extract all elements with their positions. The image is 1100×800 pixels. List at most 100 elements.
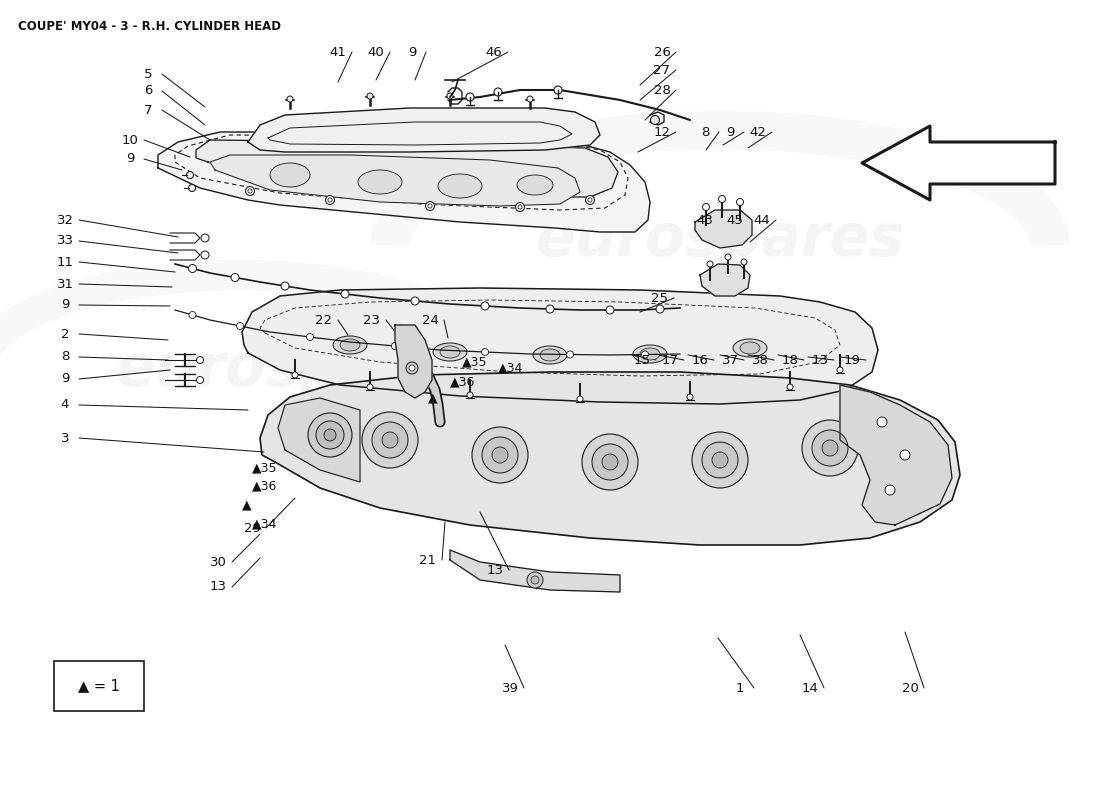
Text: 1: 1 [736,682,745,694]
Text: COUPE' MY04 - 3 - R.H. CYLINDER HEAD: COUPE' MY04 - 3 - R.H. CYLINDER HEAD [18,20,280,33]
Circle shape [554,86,562,94]
Text: 26: 26 [653,46,670,58]
Ellipse shape [438,174,482,198]
Circle shape [707,261,713,267]
Polygon shape [196,140,618,197]
Circle shape [326,195,334,205]
Text: 17: 17 [661,354,679,366]
Text: ▲35: ▲35 [462,355,487,369]
Circle shape [812,430,848,466]
Text: 20: 20 [902,682,918,694]
Circle shape [372,422,408,458]
Circle shape [837,367,843,373]
Text: 10: 10 [122,134,139,146]
Circle shape [650,115,660,125]
Circle shape [703,203,710,210]
Polygon shape [700,264,750,296]
Text: 31: 31 [56,278,74,290]
Text: 18: 18 [782,354,799,366]
Circle shape [692,432,748,488]
Circle shape [197,357,204,363]
Circle shape [409,365,415,371]
Text: 40: 40 [367,46,384,58]
Text: ▲34: ▲34 [252,518,277,530]
Text: 6: 6 [144,85,152,98]
Polygon shape [158,132,650,232]
Circle shape [712,452,728,468]
Circle shape [737,198,744,206]
Text: 7: 7 [144,103,152,117]
Circle shape [482,437,518,473]
Circle shape [527,572,543,588]
Circle shape [527,96,534,102]
Circle shape [688,394,693,400]
Circle shape [786,384,793,390]
Ellipse shape [632,345,667,363]
Ellipse shape [540,349,560,361]
Circle shape [900,450,910,460]
Circle shape [426,202,434,210]
Circle shape [466,93,474,101]
Text: 21: 21 [419,554,437,566]
Circle shape [602,454,618,470]
Circle shape [231,274,239,282]
Circle shape [641,351,649,358]
Circle shape [382,432,398,448]
Circle shape [492,447,508,463]
Circle shape [248,189,252,193]
Text: 8: 8 [60,350,69,363]
Circle shape [741,259,747,265]
Text: 24: 24 [421,314,439,326]
Text: 23: 23 [363,314,381,326]
Text: eurospares: eurospares [536,211,904,269]
Text: 9: 9 [60,298,69,311]
Text: ▲36: ▲36 [450,375,475,389]
Circle shape [328,198,332,202]
Circle shape [362,412,418,468]
Text: 19: 19 [844,354,860,366]
Text: ▲34: ▲34 [498,362,524,374]
Text: 38: 38 [751,354,769,366]
Circle shape [481,302,490,310]
Text: 14: 14 [802,682,818,694]
Circle shape [606,306,614,314]
Text: ▲: ▲ [242,498,252,511]
Circle shape [582,434,638,490]
Text: 9: 9 [125,153,134,166]
Text: 25: 25 [651,291,669,305]
Text: ▲35: ▲35 [252,462,277,474]
Text: 11: 11 [56,255,74,269]
Circle shape [287,96,293,102]
Polygon shape [248,108,600,152]
FancyBboxPatch shape [54,661,144,711]
Circle shape [201,251,209,259]
Text: 3: 3 [60,431,69,445]
Text: 43: 43 [696,214,714,226]
Circle shape [588,198,592,202]
Circle shape [482,349,488,355]
Circle shape [886,485,895,495]
Text: 41: 41 [330,46,346,58]
Circle shape [236,322,243,330]
Circle shape [428,204,432,208]
Text: ▲ = 1: ▲ = 1 [78,678,120,694]
Text: 5: 5 [144,67,152,81]
Text: 30: 30 [210,555,227,569]
Polygon shape [278,398,360,482]
Circle shape [367,384,373,390]
Text: 9: 9 [726,126,734,138]
Circle shape [341,290,349,298]
Text: 13: 13 [812,354,828,366]
Circle shape [197,377,204,383]
Circle shape [392,342,398,350]
Circle shape [516,202,525,211]
Ellipse shape [358,170,402,194]
Text: 42: 42 [749,126,767,138]
Circle shape [406,362,418,374]
Text: 28: 28 [653,83,670,97]
Text: 8: 8 [701,126,710,138]
Circle shape [188,185,196,191]
Circle shape [802,420,858,476]
Polygon shape [862,126,1055,200]
Circle shape [656,305,664,313]
